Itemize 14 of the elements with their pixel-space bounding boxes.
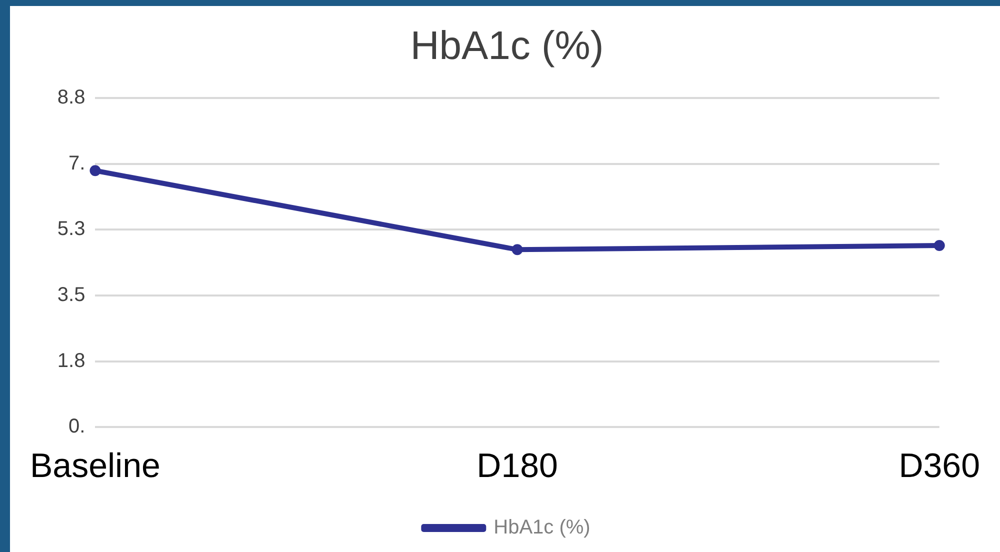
chart-title: HbA1c (%) [410, 24, 604, 68]
point [512, 244, 523, 256]
x-tick-label: D360 [898, 446, 980, 485]
x-tick-label: D180 [476, 446, 558, 485]
y-tick-label: 1.8 [57, 350, 86, 372]
y-tick-label: 8.8 [57, 86, 86, 109]
point [934, 240, 945, 251]
legend-label: HbA1c (%) [494, 516, 590, 539]
x-tick-label: Baseline [30, 446, 160, 485]
point [90, 165, 101, 176]
y-tick-label: 5.3 [57, 218, 86, 240]
y-tick-label: 3.5 [57, 284, 86, 306]
y-tick-label: 0. [68, 416, 86, 438]
y-tick-label: 7. [68, 152, 86, 174]
